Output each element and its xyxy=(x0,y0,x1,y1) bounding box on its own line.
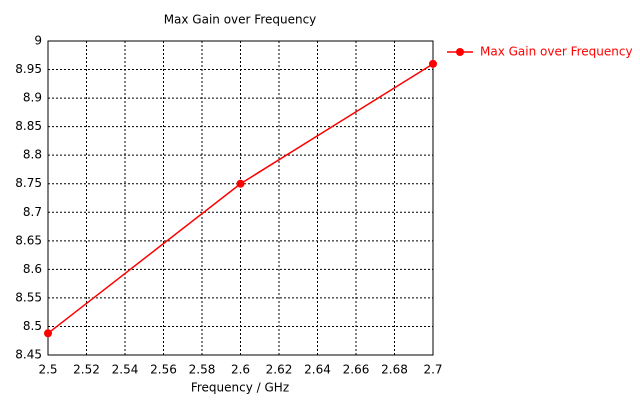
x-tick-label: 2.58 xyxy=(189,363,216,377)
data-point xyxy=(236,179,245,188)
x-tick-label: 2.56 xyxy=(150,363,177,377)
y-tick-label: 8.9 xyxy=(23,91,42,105)
x-tick-label: 2.68 xyxy=(381,363,408,377)
y-tick-label: 8.85 xyxy=(15,119,42,133)
data-point xyxy=(44,329,52,338)
plot-frame xyxy=(47,40,434,356)
x-tick-label: 2.52 xyxy=(73,363,100,377)
y-tick-label: 8.7 xyxy=(23,205,42,219)
y-tick-label: 8.45 xyxy=(15,348,42,362)
x-tick-label: 2.6 xyxy=(231,363,250,377)
y-tick-label: 8.95 xyxy=(15,62,42,76)
x-tick-label: 2.64 xyxy=(304,363,331,377)
y-tick-label: 9 xyxy=(34,34,42,48)
x-tick-label: 2.54 xyxy=(112,363,139,377)
y-tick-label: 8.6 xyxy=(23,262,42,276)
x-tick-label: 2.7 xyxy=(423,363,442,377)
x-tick-label: 2.5 xyxy=(38,363,57,377)
y-tick-label: 8.8 xyxy=(23,148,42,162)
legend-marker xyxy=(456,48,464,56)
chart-title: Max Gain over Frequency xyxy=(164,13,317,27)
y-tick-label: 8.5 xyxy=(23,319,42,333)
data-point xyxy=(429,59,437,68)
legend-label: Max Gain over Frequency xyxy=(480,45,633,59)
y-tick-label: 8.75 xyxy=(15,176,42,190)
y-tick-label: 8.65 xyxy=(15,233,42,247)
x-tick-label: 2.66 xyxy=(343,363,370,377)
y-tick-label: 8.55 xyxy=(15,290,42,304)
x-tick-label: 2.62 xyxy=(266,363,293,377)
x-axis-label: Frequency / GHz xyxy=(191,381,289,395)
